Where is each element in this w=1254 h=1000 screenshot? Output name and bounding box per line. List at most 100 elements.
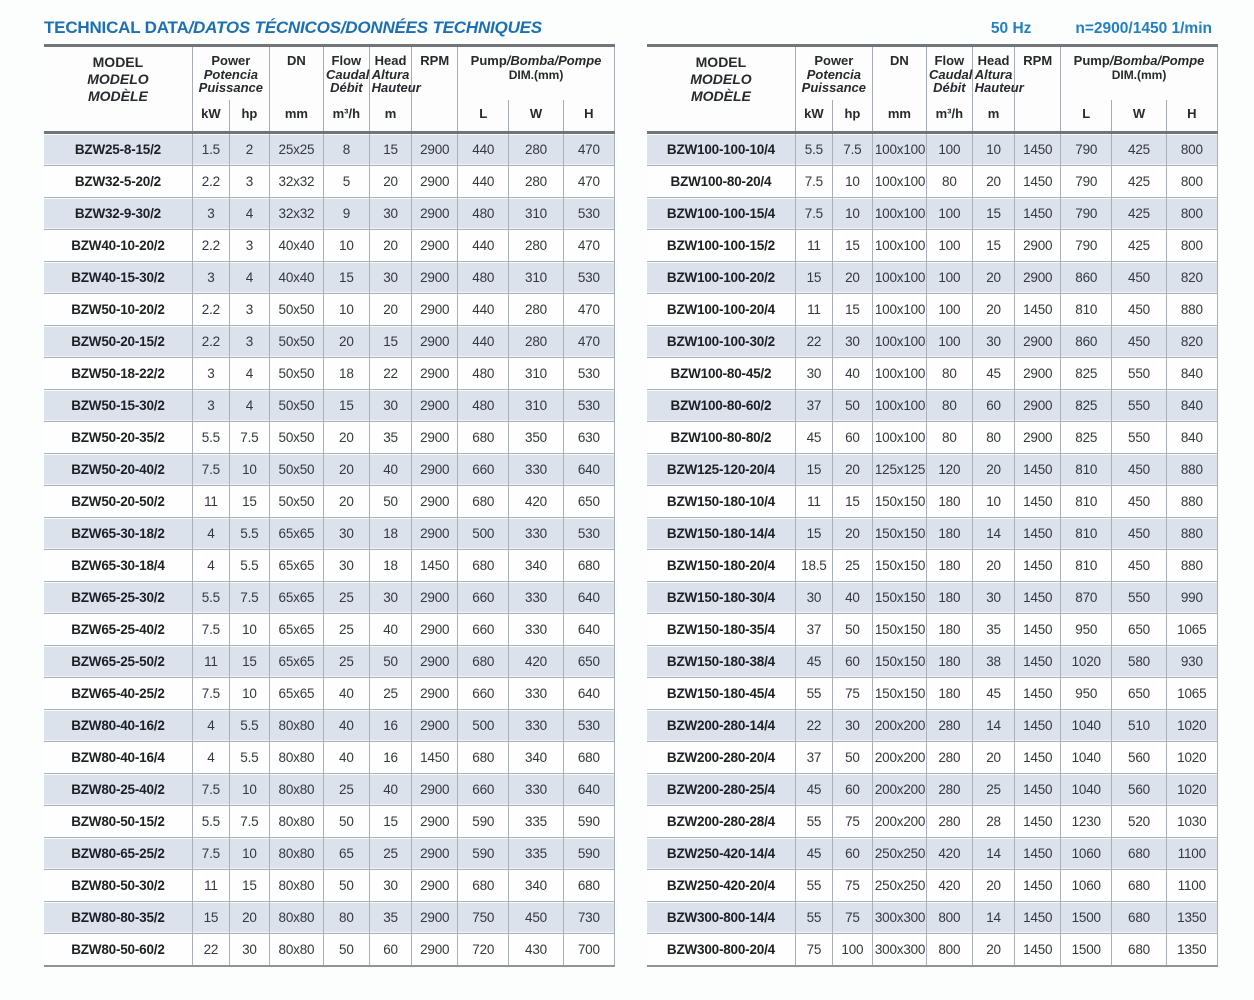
power-hp-cell: 15 — [228, 645, 270, 678]
power-kw-cell: 45 — [794, 773, 833, 806]
flow-cell: 280 — [926, 709, 973, 742]
dim-w-cell: 425 — [1111, 132, 1167, 166]
table-row: BZW65-25-30/2 5.5 7.5 65x65 25 30 2900 660 330 64… — [44, 581, 616, 614]
head-cell: 40 — [368, 613, 412, 646]
dim-h-cell: 800 — [1165, 132, 1219, 166]
unit-flow-m3h: m³/h — [926, 100, 973, 133]
power-kw-cell: 18.5 — [794, 549, 833, 582]
power-hp-cell: 60 — [831, 837, 873, 870]
dn-cell: 100x100 — [871, 357, 927, 390]
power-hp-cell: 15 — [228, 485, 270, 518]
table-row: BZW100-100-30/2 22 30 100x100 100 30 2900 860 45… — [647, 325, 1219, 358]
model-cell: BZW40-10-20/2 — [44, 229, 193, 262]
power-kw-cell: 5.5 — [191, 805, 230, 838]
power-kw-cell: 55 — [794, 805, 833, 838]
rpm-cell: 1450 — [1014, 837, 1061, 870]
head-cell: 35 — [971, 613, 1015, 646]
dim-h-cell: 1020 — [1165, 709, 1219, 742]
dim-h-cell: 840 — [1165, 357, 1219, 390]
power-kw-cell: 37 — [794, 613, 833, 646]
head-column-header: Head Altura Hauteur — [971, 45, 1024, 100]
head-cell: 80 — [971, 421, 1015, 454]
head-cell: 20 — [971, 869, 1015, 902]
dimensions-column-header: Pump/Bomba/Pompe DIM.(mm) — [1060, 45, 1218, 100]
head-cell: 15 — [368, 805, 412, 838]
head-cell: 45 — [971, 677, 1015, 710]
dn-cell: 65x65 — [268, 645, 324, 678]
model-cell: BZW100-100-20/4 — [647, 293, 796, 326]
dim-h-cell: 1030 — [1165, 805, 1219, 838]
rpm-cell: 1450 — [1014, 453, 1061, 486]
head-cell: 35 — [368, 421, 412, 454]
rpm-cell: 1450 — [1014, 677, 1061, 710]
table-row: BZW50-20-15/2 2.2 3 50x50 20 15 2900 440 280 470 — [44, 325, 616, 358]
dim-l-cell: 950 — [1060, 613, 1112, 646]
model-cell: BZW100-80-60/2 — [647, 389, 796, 422]
power-kw-cell: 2.2 — [191, 165, 230, 198]
power-hp-cell: 4 — [228, 389, 270, 422]
head-cell: 22 — [368, 357, 412, 390]
power-kw-cell: 11 — [191, 869, 230, 902]
unit-dim-h: H — [1165, 100, 1219, 133]
flow-cell: 180 — [926, 517, 973, 550]
title-english: TECHNICAL DATA — [44, 18, 189, 37]
dim-h-cell: 530 — [562, 197, 616, 230]
flow-cell: 180 — [926, 485, 973, 518]
dim-h-cell: 530 — [562, 389, 616, 422]
rpm-cell: 2900 — [411, 901, 458, 934]
power-kw-cell: 22 — [794, 325, 833, 358]
rpm-cell: 1450 — [1014, 741, 1061, 774]
model-cell: BZW80-50-60/2 — [44, 933, 193, 966]
dim-h-cell: 1065 — [1165, 677, 1219, 710]
dim-h-cell: 650 — [562, 485, 616, 518]
model-cell: BZW65-30-18/4 — [44, 549, 193, 582]
power-kw-cell: 22 — [794, 709, 833, 742]
head-cell: 35 — [368, 901, 412, 934]
dn-cell: 32x32 — [268, 197, 324, 230]
flow-cell: 30 — [323, 549, 370, 582]
head-column-header: Head Altura Hauteur — [368, 45, 421, 100]
dim-h-cell: 470 — [562, 165, 616, 198]
page-title: TECHNICAL DATA/DATOS TÉCNICOS/DONNÉES TE… — [44, 18, 542, 38]
rpm-cell: 2900 — [411, 229, 458, 262]
rpm-cell: 2900 — [411, 869, 458, 902]
dim-l-cell: 480 — [457, 261, 509, 294]
flow-cell: 10 — [323, 293, 370, 326]
dim-w-cell: 280 — [508, 132, 564, 166]
power-kw-cell: 4 — [191, 741, 230, 774]
model-cell: BZW50-20-35/2 — [44, 421, 193, 454]
rpm-column-header: RPM — [411, 45, 458, 133]
table-row: BZW125-120-20/4 15 20 125x125 120 20 1450 810 45… — [647, 453, 1219, 486]
dn-cell: 100x100 — [871, 293, 927, 326]
dim-w-cell: 510 — [1111, 709, 1167, 742]
model-cell: BZW25-8-15/2 — [44, 132, 193, 166]
power-kw-cell: 3 — [191, 261, 230, 294]
power-hp-cell: 2 — [228, 132, 270, 166]
model-cell: BZW32-9-30/2 — [44, 197, 193, 230]
speed-label: n=2900/1450 1/min — [1075, 20, 1212, 37]
dn-cell: 25x25 — [268, 132, 324, 166]
flow-cell: 180 — [926, 581, 973, 614]
head-cell: 25 — [368, 677, 412, 710]
flow-cell: 280 — [926, 805, 973, 838]
dim-l-cell: 680 — [457, 741, 509, 774]
table-row: BZW80-40-16/2 4 5.5 80x80 40 16 2900 500 330 530 — [44, 709, 616, 742]
power-hp-cell: 30 — [831, 325, 873, 358]
dn-cell: 80x80 — [268, 933, 324, 966]
power-hp-cell: 40 — [831, 581, 873, 614]
flow-cell: 80 — [926, 357, 973, 390]
dim-w-cell: 340 — [508, 869, 564, 902]
dim-w-cell: 560 — [1111, 741, 1167, 774]
rpm-cell: 1450 — [1014, 517, 1061, 550]
flow-cell: 80 — [926, 165, 973, 198]
power-kw-cell: 45 — [794, 421, 833, 454]
dn-cell: 100x100 — [871, 165, 927, 198]
model-cell: BZW150-180-45/4 — [647, 677, 796, 710]
rpm-column-header: RPM — [1014, 45, 1061, 133]
table-row: BZW200-280-25/4 45 60 200x200 280 25 1450 1040 5… — [647, 773, 1219, 806]
dn-cell: 100x100 — [871, 261, 927, 294]
table-row: BZW200-280-14/4 22 30 200x200 280 14 1450 1040 5… — [647, 709, 1219, 742]
dim-w-cell: 330 — [508, 709, 564, 742]
power-kw-cell: 11 — [794, 229, 833, 262]
head-cell: 30 — [368, 197, 412, 230]
